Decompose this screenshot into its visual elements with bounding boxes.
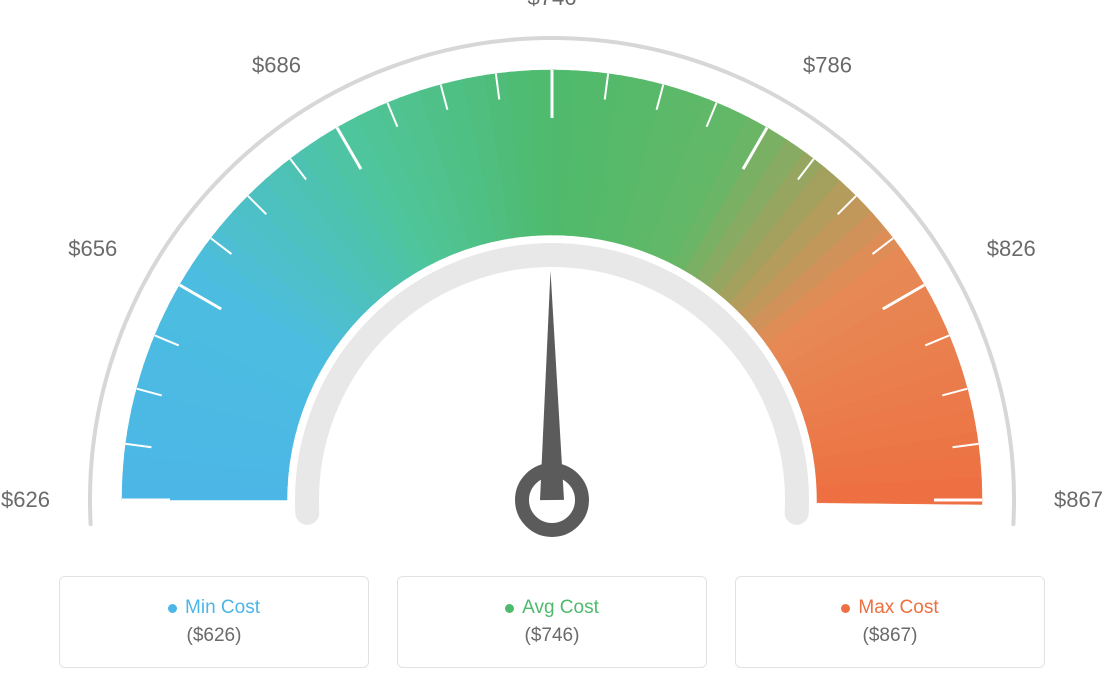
- gauge-tick-label: $867: [1054, 487, 1103, 512]
- gauge-svg: $626 $656 $686 $746 $786 $826 $867: [0, 0, 1104, 560]
- legend-row: Min Cost ($626) Avg Cost ($746) Max Cost…: [0, 576, 1104, 668]
- gauge-tick-label: $626: [1, 487, 50, 512]
- legend-value-min: ($626): [187, 625, 242, 647]
- gauge-tick-label: $746: [528, 0, 577, 10]
- legend-label-max: Max Cost: [841, 597, 938, 619]
- legend-card-min: Min Cost ($626): [59, 576, 369, 668]
- gauge-tick-label: $656: [68, 236, 117, 261]
- legend-label-min: Min Cost: [168, 597, 260, 619]
- legend-value-max: ($867): [863, 625, 918, 647]
- legend-label-text-avg: Avg Cost: [522, 597, 599, 619]
- legend-label-text-min: Min Cost: [185, 597, 260, 619]
- legend-value-avg: ($746): [525, 625, 580, 647]
- gauge-tick-label: $686: [252, 52, 301, 77]
- legend-dot-max: [841, 604, 850, 613]
- legend-card-max: Max Cost ($867): [735, 576, 1045, 668]
- legend-label-avg: Avg Cost: [505, 597, 599, 619]
- legend-dot-avg: [505, 604, 514, 613]
- cost-gauge-chart: $626 $656 $686 $746 $786 $826 $867: [0, 0, 1104, 560]
- legend-label-text-max: Max Cost: [858, 597, 938, 619]
- gauge-tick-label: $826: [987, 236, 1036, 261]
- gauge-tick-label: $786: [803, 52, 852, 77]
- legend-dot-min: [168, 604, 177, 613]
- legend-card-avg: Avg Cost ($746): [397, 576, 707, 668]
